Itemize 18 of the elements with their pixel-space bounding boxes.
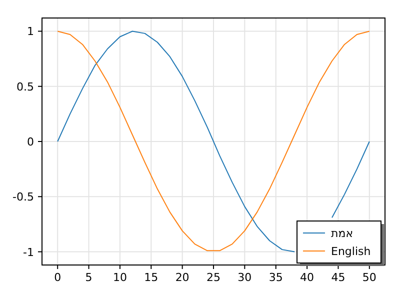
x-tick-label: 5	[85, 271, 92, 284]
x-tick-label: 40	[300, 271, 314, 284]
legend-label: אמת	[331, 227, 354, 240]
x-tick-label: 0	[54, 271, 62, 284]
x-tick-label: 35	[268, 271, 283, 284]
x-tick-label: 20	[175, 271, 190, 284]
x-tick-label: 50	[362, 271, 376, 284]
y-tick-label: 0	[27, 136, 34, 148]
y-tick-label: -1	[23, 246, 34, 259]
x-tick-label: 25	[206, 271, 220, 284]
legend-label: English	[331, 245, 371, 258]
y-tick-label: 0.5	[16, 80, 34, 94]
y-tick-label: 1	[27, 25, 34, 38]
x-tick-label: 15	[144, 271, 158, 284]
x-tick-label: 10	[112, 271, 127, 284]
y-tick-label: -0.5	[12, 190, 34, 204]
x-tick-label: 45	[331, 271, 346, 284]
x-tick-label: 30	[238, 271, 252, 284]
